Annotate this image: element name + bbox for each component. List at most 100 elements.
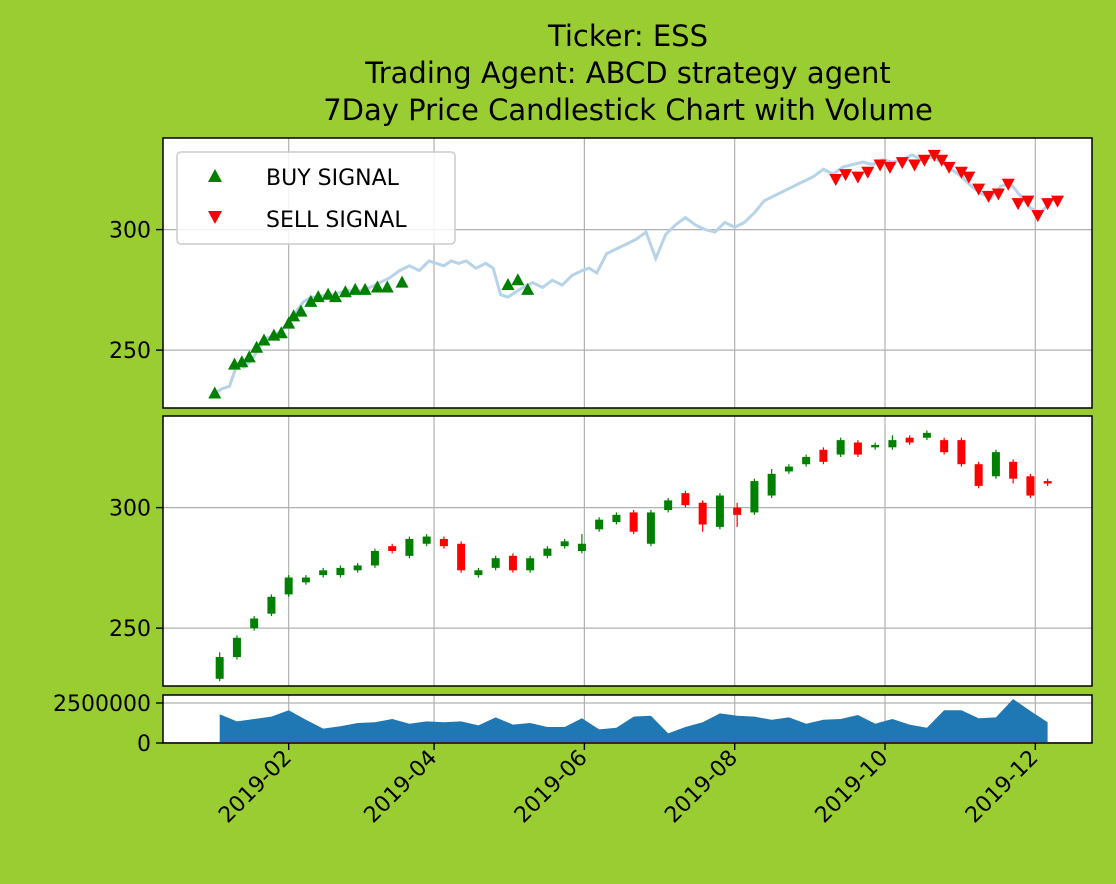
candle-down [508,555,517,571]
panel-volume-frame [162,694,1093,744]
candle-up [250,618,259,629]
sell-signal-marker [972,183,986,196]
candle-up [577,543,586,551]
buy-signal-marker [501,278,515,291]
buy-signal-marker [304,294,318,307]
y-tick-label: 0 [137,732,151,757]
candle-up [871,444,880,448]
candle-up [991,452,1000,477]
candle-up [491,558,500,568]
sell-signal-marker [895,157,909,170]
y-tick-label: 300 [109,497,151,522]
volume-area [219,699,1048,743]
candle-up [715,495,724,527]
legend-buy-marker [208,169,222,182]
buy-signal-marker [282,316,296,329]
candle-up [560,541,569,547]
sell-signal-marker [1001,178,1015,191]
sell-signal-marker [883,161,897,174]
buy-signal-marker [208,386,222,399]
candle-up [922,432,931,438]
candle-up [319,570,328,576]
y-tick-label: 250 [109,617,151,642]
legend-frame [176,151,456,245]
buy-signal-marker [395,275,409,288]
candle-up [784,466,793,472]
buy-signal-marker [294,304,308,317]
candle-up [353,565,362,571]
buy-signal-marker [242,350,256,363]
sell-signal-marker [954,166,968,179]
candle-up [474,570,483,576]
sell-signal-marker [1041,198,1055,211]
candle-up [750,481,759,513]
y-tick-label: 2500000 [53,692,151,717]
buy-signal-marker [287,309,301,322]
sell-signal-marker [873,159,887,172]
sell-signal-marker [917,154,931,167]
candle-down [1043,481,1052,484]
buy-signal-marker [338,285,352,298]
candle-up [888,440,897,448]
sell-signal-marker [942,161,956,174]
legend-sell-marker [208,211,222,224]
buy-signal-marker [257,333,271,346]
chart-title-line-2: Trading Agent: ABCD strategy agent [364,56,890,90]
y-tick-label: 250 [109,339,151,364]
candle-up [232,637,241,658]
buy-signal-marker [348,282,362,295]
candle-down [681,493,690,506]
candle-down [629,512,638,532]
candle-down [457,543,466,571]
sell-signal-marker [1051,195,1065,208]
sell-signal-marker [829,173,843,186]
candle-up [405,538,414,556]
sell-signal-marker [908,159,922,172]
candle-up [767,473,776,496]
buy-signal-marker [328,290,342,303]
candle-down [905,437,914,443]
candle-up [284,577,293,595]
sell-signal-marker [991,188,1005,201]
legend-buy-label: BUY SIGNAL [266,166,400,191]
candle-down [940,440,949,453]
candle-up [301,577,310,583]
candle-down [439,538,448,547]
buy-signal-marker [311,290,325,303]
sell-signal-marker [1011,198,1025,211]
candle-up [612,514,621,523]
buy-signal-marker [274,326,288,339]
buy-signal-marker [380,280,394,293]
buy-signal-marker [235,355,249,368]
panel-volume: 0 2500000 [53,692,1093,757]
candle-down [733,507,742,515]
sell-signal-marker [927,149,941,162]
sell-signal-marker [982,190,996,203]
panel-candlestick-frame [162,415,1093,687]
candle-up [646,512,655,544]
panel-candlestick-background [163,416,1092,686]
candle-down [1026,476,1035,496]
panel-candlestick: 250 300 [109,415,1093,687]
buy-signal-marker [358,282,372,295]
candle-down [698,502,707,525]
candle-down [957,440,966,465]
panel-price-frame [162,137,1093,409]
candle-up [526,558,535,571]
sell-signal-marker [935,154,949,167]
candle-up [802,456,811,465]
legend-sell-label: SELL SIGNAL [266,208,407,233]
sell-signal-marker [861,166,875,179]
candle-up [370,551,379,566]
y-tick-label: 300 [109,219,151,244]
sell-signal-marker [851,171,865,184]
buy-signal-marker [521,282,535,295]
candle-down [1009,461,1018,479]
buy-signal-marker [250,340,264,353]
sell-signal-marker [962,171,976,184]
candle-up [595,519,604,530]
buy-signal-marker [321,287,335,300]
candle-up [664,500,673,511]
candle-up [267,596,276,614]
candle-down [819,449,828,462]
